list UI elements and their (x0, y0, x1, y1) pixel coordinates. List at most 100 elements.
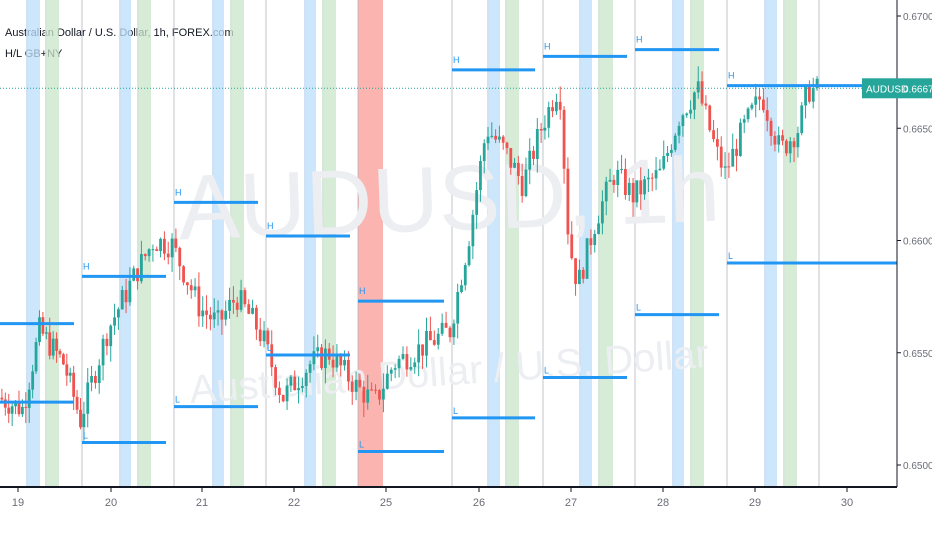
candle-body (178, 247, 182, 267)
candle-body (239, 290, 243, 310)
candle-body (482, 143, 486, 162)
candle-body (788, 141, 792, 154)
candle-body (815, 78, 819, 88)
candle-body (421, 344, 424, 356)
low-marker: L (359, 440, 364, 450)
x-tick-label: 22 (288, 497, 300, 509)
candle-body (170, 238, 174, 258)
high-marker: H (83, 261, 90, 271)
candle-body (479, 161, 482, 191)
candle-body (792, 141, 796, 148)
candle-body (535, 129, 539, 159)
candle-body (562, 109, 566, 169)
candle-body (593, 233, 597, 246)
candle-body (31, 371, 35, 390)
candle-body (0, 397, 4, 400)
session-band-blue (487, 0, 500, 487)
candle-body (452, 323, 456, 338)
candle-body (7, 407, 11, 414)
candle-body (624, 168, 627, 195)
candle-body (243, 290, 247, 305)
candle-body (650, 177, 654, 179)
candle-body (509, 147, 513, 168)
candle-body (331, 359, 335, 368)
candle-body (731, 148, 735, 167)
candle-body (463, 265, 467, 286)
session-band-green (690, 0, 704, 487)
low-marker: L (453, 406, 458, 416)
low-marker: L (267, 343, 272, 353)
candle-body (486, 136, 490, 144)
day-levels: H L H L H L H L H L H L H L H L (0, 35, 897, 454)
session-band-blue (304, 0, 316, 487)
candle-body (382, 388, 385, 400)
candle-body (94, 376, 97, 384)
candle-body (24, 406, 28, 408)
candle-body (804, 86, 807, 106)
candle-body (14, 401, 17, 407)
candle-body (255, 307, 258, 330)
x-tick-label: 30 (841, 497, 853, 509)
candle-body (409, 367, 413, 370)
candle-body (742, 119, 746, 123)
candle-body (754, 96, 758, 105)
high-marker: H (636, 35, 643, 45)
candle-body (647, 177, 650, 180)
candle-body (700, 81, 704, 104)
low-marker: L (544, 365, 549, 375)
candle-body (120, 290, 124, 310)
candle-body (501, 136, 505, 143)
high-marker: H (453, 55, 460, 65)
candle-body (765, 110, 769, 121)
session-band-green (230, 0, 244, 487)
candle-body (696, 81, 700, 93)
candle-body (201, 310, 205, 317)
candle-body (555, 101, 558, 112)
candle-body (401, 354, 405, 359)
candle-body (498, 136, 501, 140)
candle-body (666, 152, 669, 157)
candle-body (585, 238, 589, 279)
low-marker: L (175, 395, 180, 405)
candle-body (758, 96, 761, 100)
session-band-green (598, 0, 613, 487)
candle-body (471, 214, 475, 247)
candle-body (124, 290, 128, 303)
session-band-blue (764, 0, 777, 487)
candle-body (285, 385, 289, 402)
candle-body (524, 169, 528, 196)
x-tick-label: 26 (473, 497, 485, 509)
session-band-green (505, 0, 519, 487)
candle-body (750, 104, 754, 109)
candle-body (34, 342, 38, 372)
high-marker: H (267, 221, 274, 231)
high-marker: H (728, 71, 735, 81)
candle-body (316, 347, 320, 352)
session-band-red (358, 0, 383, 487)
last-price-box (862, 78, 932, 99)
candle-body (723, 166, 727, 168)
candle-body (785, 140, 788, 154)
x-tick-label: 28 (657, 497, 669, 509)
candle-body (58, 350, 62, 355)
low-marker: L (636, 303, 641, 313)
candle-body (297, 388, 300, 391)
candle-body (631, 182, 635, 203)
candle-body (163, 238, 166, 254)
candle-body (155, 249, 159, 252)
candle-body (366, 389, 370, 403)
candle-body (777, 135, 781, 145)
candle-body (324, 348, 327, 369)
candle-body (166, 253, 170, 258)
candle-body (174, 238, 178, 248)
candle-body (159, 238, 162, 252)
candle-body (136, 268, 139, 282)
watermark-symbol: AUDUSD, 1h (176, 139, 721, 260)
candle-body (708, 105, 712, 131)
candle-body (378, 390, 381, 400)
candle-body (339, 355, 343, 366)
